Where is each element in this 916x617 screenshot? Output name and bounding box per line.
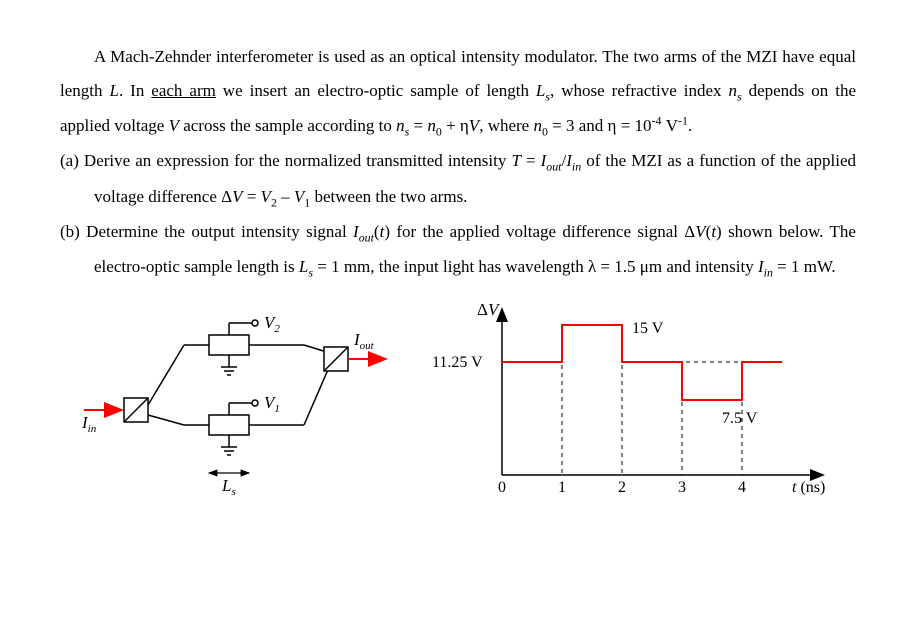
svg-text:1: 1: [558, 479, 566, 495]
mzi-schematic: Iin V2 V1: [74, 295, 394, 495]
voltage-graph: ΔV 11.25 V 15 V 7.5 V 0 1 2 3 4 t (ns): [422, 295, 842, 495]
svg-text:7.5 V: 7.5 V: [722, 410, 758, 427]
svg-text:Iin: Iin: [81, 413, 97, 435]
svg-text:11.25 V: 11.25 V: [432, 354, 483, 371]
svg-text:V2: V2: [264, 313, 280, 335]
svg-text:ΔV: ΔV: [477, 300, 501, 319]
intro-paragraph: A Mach-Zehnder interferometer is used as…: [60, 40, 856, 144]
svg-text:0: 0: [498, 479, 506, 495]
svg-text:Iout: Iout: [353, 330, 375, 352]
svg-text:2: 2: [618, 479, 626, 495]
part-b: (b) Determine the output intensity signa…: [60, 215, 856, 285]
part-a: (a) Derive an expression for the normali…: [60, 144, 856, 214]
svg-text:V1: V1: [264, 393, 280, 415]
svg-text:t (ns): t (ns): [792, 479, 825, 495]
svg-text:3: 3: [678, 479, 686, 495]
svg-text:15 V: 15 V: [632, 320, 664, 337]
svg-text:Ls: Ls: [221, 476, 236, 495]
svg-text:4: 4: [738, 479, 746, 495]
